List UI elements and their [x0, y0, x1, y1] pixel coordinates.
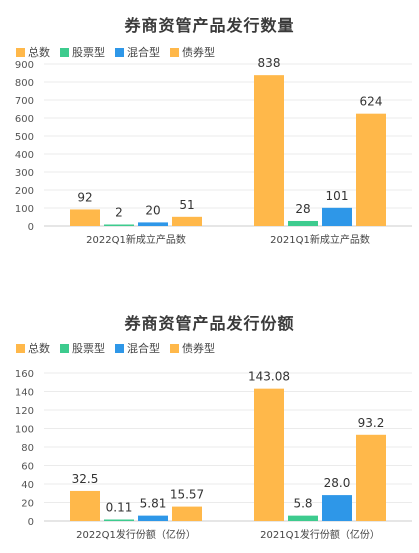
- bar: [138, 515, 168, 521]
- legend-label: 混合型: [127, 342, 160, 355]
- data-label: 93.2: [358, 416, 385, 430]
- legend-item-stock: 股票型: [60, 340, 105, 356]
- legend-swatch: [60, 343, 69, 353]
- y-tick-label: 0: [28, 222, 34, 233]
- bar: [322, 495, 352, 521]
- y-tick-label: 20: [21, 499, 34, 510]
- y-tick-label: 400: [15, 150, 34, 161]
- chart-plot: 0 100 200 300 400 500 600 700 800 900 92 2 20 51 2022Q…: [15, 56, 412, 246]
- data-label: 838: [258, 56, 281, 70]
- category-label: 2022Q1发行份额（亿份）: [76, 528, 196, 541]
- y-tick-label: 900: [15, 60, 34, 71]
- data-label: 32.5: [72, 472, 99, 486]
- data-label: 28: [295, 202, 310, 216]
- y-tick-label: 700: [15, 96, 34, 107]
- chart-issuance-share: 券商资管产品发行份额 总数 股票型 混合型 债券型 0 20 40 60 80 100 12…: [0, 300, 419, 553]
- data-label: 15.57: [170, 488, 204, 502]
- y-tick-label: 800: [15, 78, 34, 89]
- legend-label: 股票型: [72, 46, 105, 59]
- data-label: 51: [179, 198, 194, 212]
- chart-title: 券商资管产品发行份额: [124, 314, 295, 333]
- legend-item-hybrid: 混合型: [115, 44, 160, 60]
- bar: [254, 388, 284, 521]
- bar: [70, 209, 100, 226]
- legend-item-bond: 债券型: [170, 44, 215, 60]
- legend-label: 混合型: [127, 46, 160, 59]
- data-label: 28.0: [324, 476, 351, 490]
- legend-label: 总数: [28, 342, 50, 355]
- legend-swatch: [115, 343, 124, 353]
- y-tick-label: 0: [28, 517, 34, 528]
- category-label: 2021Q1发行份额（亿份）: [260, 528, 380, 541]
- legend-swatch: [16, 343, 25, 353]
- y-tick-label: 500: [15, 132, 34, 143]
- chart-legend: 总数 股票型 混合型 债券型: [16, 44, 215, 60]
- bar: [172, 506, 202, 521]
- legend-label: 总数: [28, 46, 50, 59]
- bar: [172, 216, 202, 226]
- legend-item-hybrid: 混合型: [115, 340, 160, 356]
- bar: [254, 75, 284, 226]
- bar: [288, 515, 318, 521]
- legend-label: 股票型: [72, 342, 105, 355]
- legend-item-total: 总数: [16, 44, 50, 60]
- legend-item-total: 总数: [16, 340, 50, 356]
- chart-issuance-count: 券商资管产品发行数量 总数 股票型 混合型 债券型 0 100 200 300 400 5…: [0, 0, 419, 265]
- bar: [356, 113, 386, 226]
- y-tick-label: 40: [21, 480, 34, 491]
- data-label: 5.8: [293, 497, 312, 511]
- bar: [356, 434, 386, 521]
- category-label: 2021Q1新成立产品数: [270, 233, 370, 246]
- legend-swatch: [60, 47, 69, 57]
- category-label: 2022Q1新成立产品数: [86, 233, 186, 246]
- y-tick-label: 120: [15, 406, 34, 417]
- bar: [104, 519, 134, 521]
- y-tick-label: 100: [15, 204, 34, 215]
- chart-title: 券商资管产品发行数量: [124, 16, 295, 35]
- legend-item-bond: 债券型: [170, 340, 215, 356]
- y-tick-label: 300: [15, 168, 34, 179]
- chart-legend: 总数 股票型 混合型 债券型: [16, 340, 215, 356]
- data-label: 5.81: [140, 497, 167, 511]
- legend-swatch: [115, 47, 124, 57]
- y-tick-label: 60: [21, 462, 34, 473]
- y-tick-label: 600: [15, 114, 34, 125]
- bar: [70, 490, 100, 521]
- bar: [104, 224, 134, 226]
- bar: [322, 207, 352, 226]
- legend-label: 债券型: [182, 46, 215, 59]
- data-label: 92: [77, 190, 92, 204]
- y-tick-label: 80: [21, 443, 34, 454]
- y-tick-label: 160: [15, 369, 34, 380]
- legend-swatch: [170, 47, 179, 57]
- y-tick-label: 200: [15, 186, 34, 197]
- data-label: 20: [145, 203, 160, 217]
- legend-swatch: [170, 343, 179, 353]
- bar: [288, 220, 318, 226]
- data-label: 2: [115, 206, 123, 220]
- data-label: 143.08: [248, 370, 290, 384]
- bar: [138, 222, 168, 226]
- legend-item-stock: 股票型: [60, 44, 105, 60]
- data-label: 624: [360, 95, 383, 109]
- legend-label: 债券型: [182, 342, 215, 355]
- data-label: 101: [326, 189, 349, 203]
- legend-swatch: [16, 47, 25, 57]
- y-tick-label: 100: [15, 425, 34, 436]
- data-label: 0.11: [106, 501, 133, 515]
- y-tick-label: 140: [15, 388, 34, 399]
